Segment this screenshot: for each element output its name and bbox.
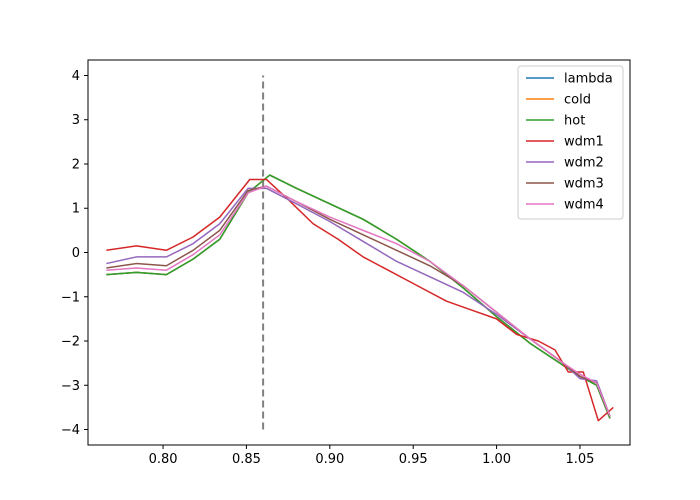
legend: lambda cold hot wdm1 wdm2 wdm3 wdm4 — [517, 65, 624, 220]
y-tick-label: −3 — [61, 379, 80, 394]
series-line-wdm1 — [106, 178, 614, 422]
x-tick-label: 1.00 — [482, 452, 511, 467]
legend-label-hot: hot — [564, 114, 585, 129]
x-tick-label: 0.90 — [315, 452, 344, 467]
legend-frame — [517, 65, 624, 220]
legend-label-cold: cold — [564, 93, 591, 108]
x-tick-label: 0.85 — [232, 452, 261, 467]
y-tick-label: 1 — [72, 202, 80, 217]
series-line-wdm4 — [106, 185, 611, 417]
legend-label-wdm2: wdm2 — [564, 156, 604, 171]
legend-label-wdm1: wdm1 — [564, 135, 604, 150]
legend-label-wdm4: wdm4 — [564, 198, 604, 213]
x-tick-label: 0.95 — [399, 452, 428, 467]
y-tick-label: 0 — [72, 246, 80, 261]
series-layer — [106, 75, 614, 430]
y-tick-label: 2 — [72, 157, 80, 172]
y-tick-label: −1 — [61, 290, 80, 305]
legend-label-wdm3: wdm3 — [564, 177, 604, 192]
y-tick-label: 4 — [72, 69, 80, 84]
legend-label-lambda: lambda — [564, 72, 613, 87]
series-line-hot — [106, 174, 611, 419]
y-tick-label: −4 — [61, 423, 80, 438]
x-tick-label: 0.80 — [149, 452, 178, 467]
x-tick-label: 1.05 — [565, 452, 594, 467]
axes-layer: 0.80 0.85 0.90 0.95 1.00 1.05 −4 −3 −2 −1 0 1 2 3 4 — [61, 59, 631, 467]
y-tick-label: 3 — [72, 113, 80, 128]
y-tick-label: −2 — [61, 335, 80, 350]
